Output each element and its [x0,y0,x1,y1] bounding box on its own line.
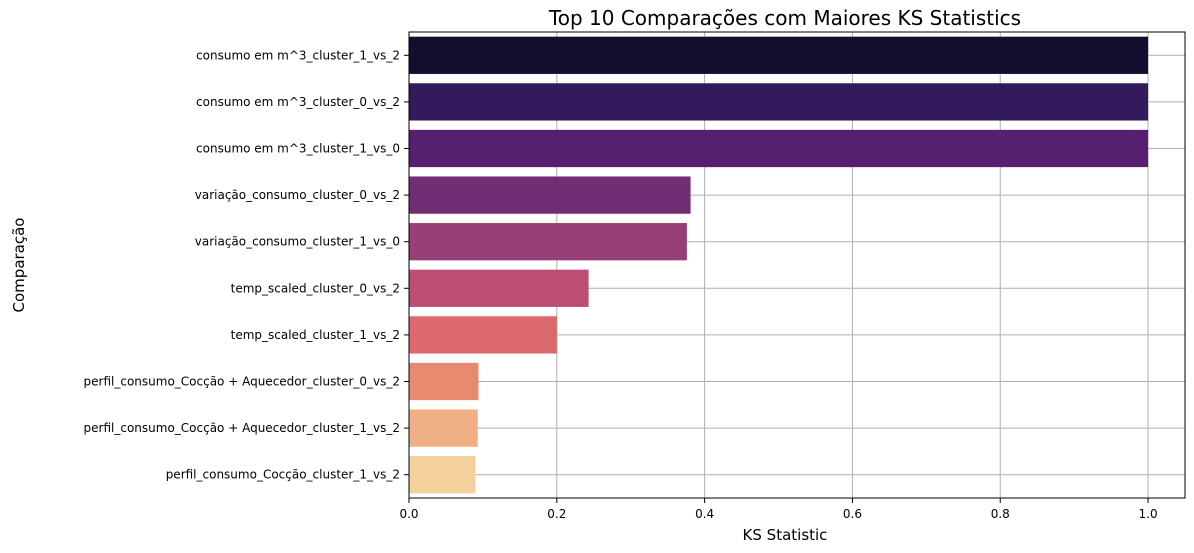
bar [409,269,589,307]
y-tick-label: variação_consumo_cluster_0_vs_2 [195,188,400,202]
x-tick-label: 0.8 [991,507,1010,521]
y-tick-label: consumo em m^3_cluster_1_vs_2 [196,48,400,62]
y-tick-label: perfil_consumo_Cocção_cluster_1_vs_2 [166,468,400,482]
y-tick-label: temp_scaled_cluster_1_vs_2 [231,328,400,342]
bar [409,223,687,261]
x-tick-label: 0.6 [843,507,862,521]
chart-title: Top 10 Comparações com Maiores KS Statis… [548,6,1021,30]
bar [409,129,1149,168]
bar [409,409,478,447]
bar [409,456,476,494]
x-tick-label: 0.4 [695,507,714,521]
y-tick-label: temp_scaled_cluster_0_vs_2 [231,281,400,295]
x-ticks: 0.0 0.2 0.4 0.6 0.8 1.0 [399,498,1158,521]
bar [409,83,1149,121]
y-tick-label: consumo em m^3_cluster_0_vs_2 [196,95,400,109]
bar [409,316,557,354]
y-tick-label: perfil_consumo_Cocção + Aquecedor_cluste… [84,421,400,435]
x-tick-label: 0.0 [399,507,418,521]
x-tick-label: 1.0 [1139,507,1158,521]
x-axis-label: KS Statistic [743,526,828,544]
y-axis-label: Comparação [10,218,28,313]
bar [409,36,1149,74]
y-tick-label: perfil_consumo_Cocção + Aquecedor_cluste… [84,375,400,389]
bar [409,176,691,214]
bars [409,36,1149,494]
y-tick-label: variação_consumo_cluster_1_vs_0 [195,235,400,249]
x-tick-label: 0.2 [547,507,566,521]
bar [409,362,479,401]
y-tick-label: consumo em m^3_cluster_1_vs_0 [196,142,400,156]
plot-frame [408,31,1186,499]
